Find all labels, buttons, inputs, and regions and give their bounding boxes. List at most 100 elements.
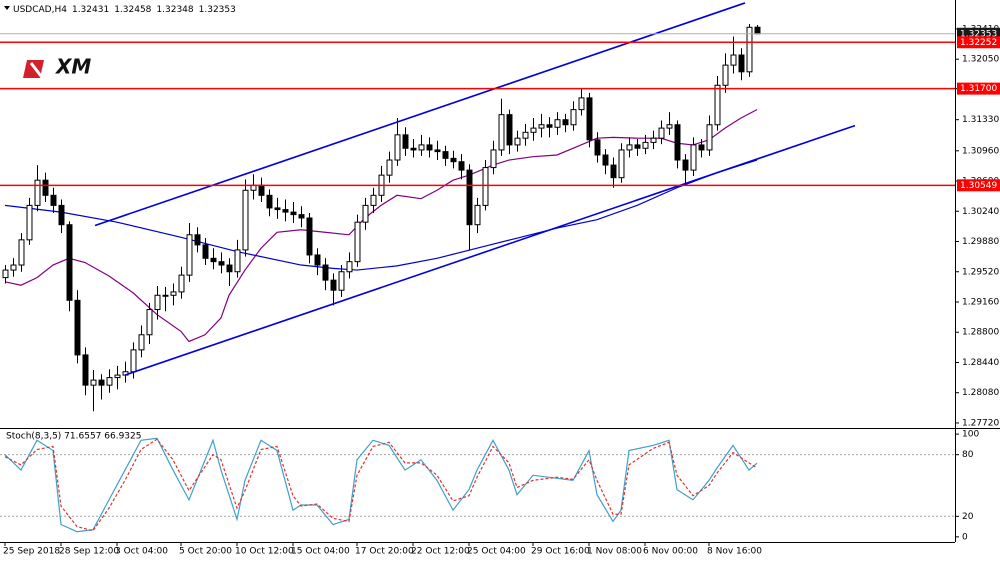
candle-body (10, 264, 17, 271)
candle-body (386, 159, 393, 176)
candle-body (626, 144, 633, 151)
candle-body (458, 161, 465, 171)
last-low: 1.32348 (156, 5, 193, 15)
candle-body (546, 124, 553, 128)
candle-body (482, 167, 489, 206)
candle-body (90, 379, 97, 386)
candle-body (42, 179, 49, 196)
candle-body (554, 119, 561, 128)
candle-body (522, 131, 529, 139)
candle-body (338, 271, 345, 291)
candle-body (58, 204, 65, 226)
y-tick-label: 80 (962, 450, 974, 460)
last-high: 1.32458 (114, 5, 151, 15)
candle-body (202, 244, 209, 259)
candle-body (530, 127, 537, 133)
level-label-box (957, 179, 1000, 192)
candle-body (594, 139, 601, 156)
candle-body (346, 261, 353, 273)
x-tick-label: 17 Oct 20:00 (355, 547, 414, 557)
candle-body (418, 144, 425, 151)
candle-body (714, 84, 721, 126)
candle-body (450, 157, 457, 163)
candle-body (426, 144, 433, 151)
y-tick-label: 100 (962, 430, 979, 440)
candle-body (162, 294, 169, 297)
y-tick-label: 1.29160 (962, 297, 999, 307)
candle-body (570, 109, 577, 126)
indicator-line (4, 437, 758, 533)
candle-body (410, 147, 417, 151)
candle-body (170, 291, 177, 296)
candle-body (210, 257, 217, 263)
candle-body (650, 137, 657, 143)
candle-body (74, 299, 81, 356)
candle-body (66, 224, 73, 301)
candle-body (98, 379, 105, 386)
candle-body (442, 151, 449, 159)
level-label: 1.31700 (960, 84, 997, 94)
indicator-line (4, 159, 758, 271)
candle-body (698, 144, 705, 151)
y-tick-label: 1.28080 (962, 388, 999, 398)
last-open: 1.32431 (72, 5, 109, 15)
indicator-panel: 0 20 80 100 (0, 430, 979, 542)
candle-body (106, 377, 113, 386)
chart-header: USDCAD,H4 1.32431 1.32458 1.32348 1.32353 (13, 5, 236, 15)
candle-body (658, 127, 665, 139)
x-tick-label: 10 Oct 12:00 (235, 547, 294, 557)
candle-body (722, 64, 729, 86)
candle-body (146, 309, 153, 336)
candle-body (354, 221, 361, 263)
trend-line (124, 124, 856, 376)
candle-body (306, 217, 313, 256)
candle-body (634, 144, 641, 149)
indicator-title: Stoch(8,3,5) 71.6557 66.9325 (6, 432, 141, 442)
candle-body (586, 97, 593, 141)
y-tick-label: 1.30960 (962, 146, 999, 156)
current-price-label: 1.32353 (960, 29, 997, 39)
candle-body (178, 274, 185, 293)
candle-body (706, 124, 713, 151)
candle-body (602, 154, 609, 166)
candle-body (466, 169, 473, 226)
candle-body (498, 114, 505, 151)
y-tick-label: 0 (962, 532, 968, 542)
candle-body (330, 279, 337, 291)
x-tick-label: 5 Oct 20:00 (179, 547, 232, 557)
candle-body (370, 194, 377, 206)
x-tick-label: 29 Oct 16:00 (531, 547, 590, 557)
y-tick-label: 1.31330 (962, 115, 999, 125)
candle-body (610, 164, 617, 179)
candle-body (578, 97, 585, 111)
candle-body (474, 204, 481, 226)
y-tick-label: 1.28440 (962, 358, 999, 368)
candle-body (690, 144, 697, 171)
current-price-box (957, 27, 1000, 40)
y-tick-label: 20 (962, 512, 974, 522)
x-tick-label: 28 Sep 12:00 (59, 547, 119, 557)
candle-body (130, 349, 137, 373)
candle-body (18, 239, 25, 266)
candle-body (754, 26, 761, 35)
candle-body (506, 114, 513, 146)
level-label-box (957, 36, 1000, 49)
candle-body (618, 149, 625, 179)
candle-body (274, 207, 281, 211)
candle-body (642, 141, 649, 149)
level-label-box (957, 82, 1000, 95)
indicator-line (4, 438, 758, 532)
candle-body (290, 211, 297, 216)
y-tick-label: 1.27720 (962, 418, 999, 428)
candle-body (34, 179, 41, 206)
candle-body (562, 119, 569, 126)
candle-body (738, 54, 745, 73)
candle-body (282, 209, 289, 213)
candle-body (538, 124, 545, 129)
candle-body (26, 204, 33, 241)
candle-body (194, 234, 201, 246)
candle-body (218, 261, 225, 266)
